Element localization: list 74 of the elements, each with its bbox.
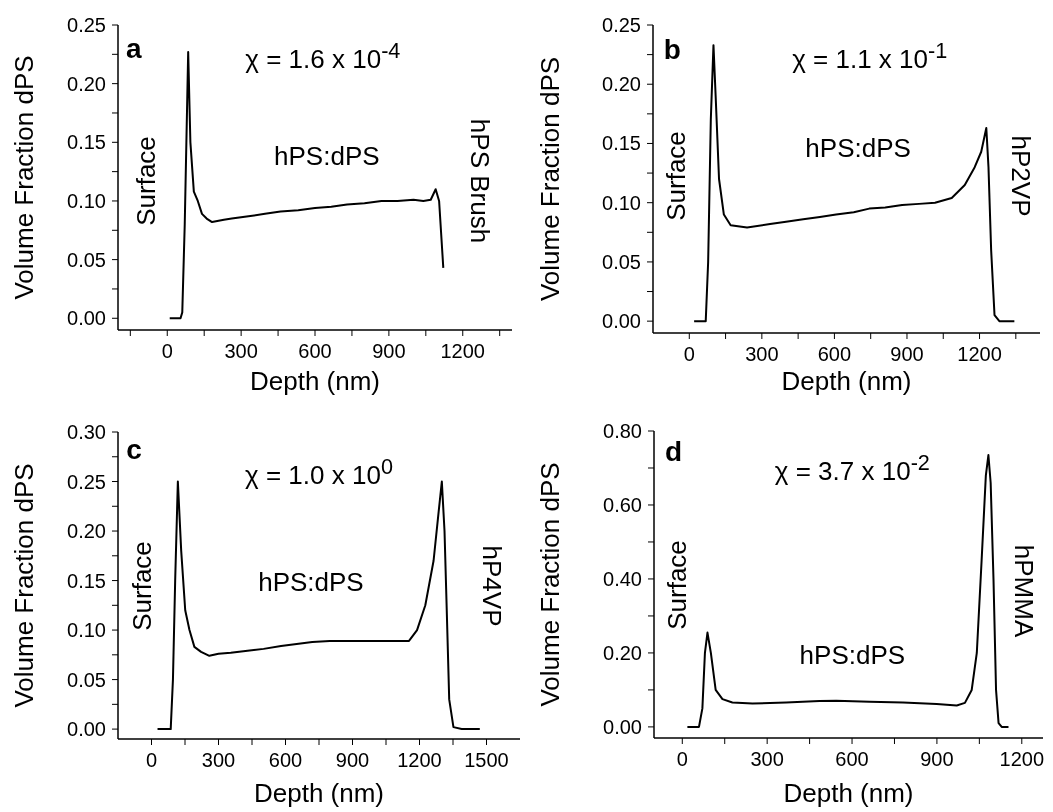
annotation: hPS:dPS [805, 133, 911, 164]
y-tick-label: 0.00 [603, 715, 642, 738]
x-tick-label: 900 [920, 748, 954, 770]
x-tick-label: 900 [372, 340, 406, 362]
annotation: Surface [127, 540, 158, 631]
annotation: hPS Brush [465, 118, 496, 243]
y-axis-title: Volume Fraction dPS [535, 56, 566, 302]
x-tick-label: 1500 [464, 749, 509, 771]
y-tick-label: 0.25 [67, 14, 106, 36]
x-axis-title: Depth (nm) [253, 778, 385, 808]
y-tick-label: 0.25 [602, 14, 641, 36]
annotation: hP2VP [1005, 135, 1036, 217]
y-tick-label: 0.80 [603, 420, 642, 442]
y-tick-label: 0.10 [602, 191, 641, 214]
annotation: hPS:dPS [799, 640, 906, 671]
y-axis-title: Volume Fraction dPS [535, 462, 566, 707]
x-tick-label: 600 [298, 340, 332, 362]
x-tick-label: 0 [683, 343, 695, 365]
y-tick-label: 0.05 [602, 250, 641, 273]
y-axis-title: Volume Fraction dPS [9, 463, 40, 708]
y-tick-label: 0.15 [602, 132, 641, 155]
y-tick-label: 0.20 [603, 641, 642, 664]
annotation: Surface [662, 539, 693, 630]
annotation: χ = 3.7 x 10$^{-2}$ [774, 450, 930, 486]
x-tick-label: 0 [676, 748, 688, 770]
y-tick-label: 0.15 [67, 131, 106, 154]
y-tick-label: 0.00 [67, 718, 106, 741]
annotation: hP4VP [476, 545, 507, 626]
y-tick-label: 0.00 [602, 310, 641, 333]
y-tick-label: 0.25 [67, 470, 106, 493]
y-axis-title: Volume Fraction dPS [9, 55, 40, 300]
y-tick-label: 0.15 [67, 569, 106, 592]
y-tick-label: 0.40 [603, 567, 642, 590]
x-tick-label: 1200 [397, 749, 442, 771]
x-axis-title: Depth (nm) [249, 366, 381, 396]
annotation: hPS:dPS [258, 567, 364, 598]
x-axis-title: Depth (nm) [783, 778, 914, 808]
x-tick-label: 900 [890, 343, 924, 365]
y-tick-label: 0.60 [603, 493, 642, 516]
y-tick-label: 0.10 [67, 189, 106, 212]
annotation: χ = 1.1 x 10$^{-1}$ [792, 37, 948, 74]
x-axis-title: Depth (nm) [781, 366, 912, 396]
x-tick-label: 0 [161, 340, 173, 362]
annotation: d [664, 436, 682, 468]
annotation: χ = 1.0 x 10$^{0}$ [245, 454, 393, 490]
x-tick-label: 300 [745, 343, 779, 365]
line-series [686, 454, 1010, 728]
x-tick-label: 600 [268, 749, 303, 771]
x-tick-label: 0 [145, 749, 158, 771]
annotation: hPMMA [1008, 544, 1039, 637]
annotation: Surface [130, 135, 161, 226]
y-tick-label: 0.20 [602, 73, 641, 96]
x-tick-label: 600 [817, 343, 852, 365]
x-tick-label: 1200 [957, 343, 1002, 365]
x-tick-label: 900 [335, 749, 370, 771]
annotation: b [663, 33, 681, 65]
y-tick-label: 0.30 [67, 421, 106, 443]
annotation: c [126, 434, 142, 466]
y-tick-label: 0.20 [67, 520, 106, 543]
y-tick-label: 0.10 [67, 619, 106, 642]
y-tick-label: 0.05 [67, 668, 106, 691]
x-tick-label: 300 [201, 749, 236, 771]
y-tick-label: 0.05 [67, 248, 106, 271]
annotation: χ = 1.6 x 10$^{-4}$ [245, 37, 401, 74]
x-tick-label: 1200 [999, 748, 1045, 770]
x-tick-label: 300 [750, 748, 784, 770]
x-tick-label: 300 [224, 340, 258, 362]
annotation: a [125, 33, 142, 65]
y-tick-label: 0.00 [67, 307, 106, 330]
x-tick-label: 600 [835, 748, 869, 770]
annotation: hPS:dPS [274, 141, 380, 172]
annotation: Surface [661, 131, 692, 221]
y-tick-label: 0.20 [67, 72, 106, 95]
x-tick-label: 1200 [440, 340, 485, 362]
